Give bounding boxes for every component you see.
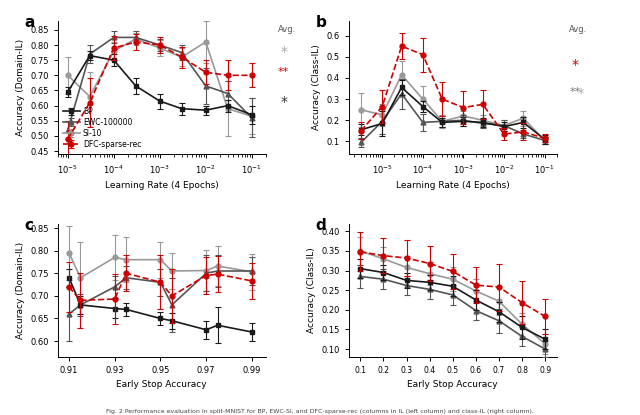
Text: Avg.: Avg. — [278, 25, 296, 34]
Text: c: c — [24, 218, 33, 233]
Y-axis label: Accuracy (Domain-IL): Accuracy (Domain-IL) — [15, 39, 24, 136]
Text: Avg.: Avg. — [570, 25, 588, 34]
Text: **: ** — [278, 67, 289, 78]
X-axis label: Early Stop Accuracy: Early Stop Accuracy — [116, 381, 207, 390]
X-axis label: Learning Rate (4 Epochs): Learning Rate (4 Epochs) — [105, 181, 218, 190]
X-axis label: Learning Rate (4 Epochs): Learning Rate (4 Epochs) — [396, 181, 509, 190]
Y-axis label: Accuracy (Class-IL): Accuracy (Class-IL) — [307, 247, 316, 333]
X-axis label: Early Stop Accuracy: Early Stop Accuracy — [408, 381, 498, 390]
Text: *: * — [280, 45, 287, 59]
Text: b: b — [316, 15, 326, 30]
Text: Fig. 2 Performance evaluation in split-MNIST for BP, EWC-SI, and DFC-sparse-rec : Fig. 2 Performance evaluation in split-M… — [106, 409, 534, 414]
Y-axis label: Accuracy (Domain-IL): Accuracy (Domain-IL) — [15, 242, 24, 339]
Text: *: * — [572, 58, 579, 72]
Text: d: d — [316, 218, 326, 233]
Y-axis label: Accuracy (Class-IL): Accuracy (Class-IL) — [312, 44, 321, 130]
Legend: BP, EWC-100000, SI-10, DFC-sparse-rec: BP, EWC-100000, SI-10, DFC-sparse-rec — [61, 105, 143, 150]
Text: a: a — [24, 15, 35, 30]
Text: *: * — [577, 88, 584, 100]
Text: *: * — [280, 95, 287, 110]
Text: **: ** — [570, 88, 580, 98]
